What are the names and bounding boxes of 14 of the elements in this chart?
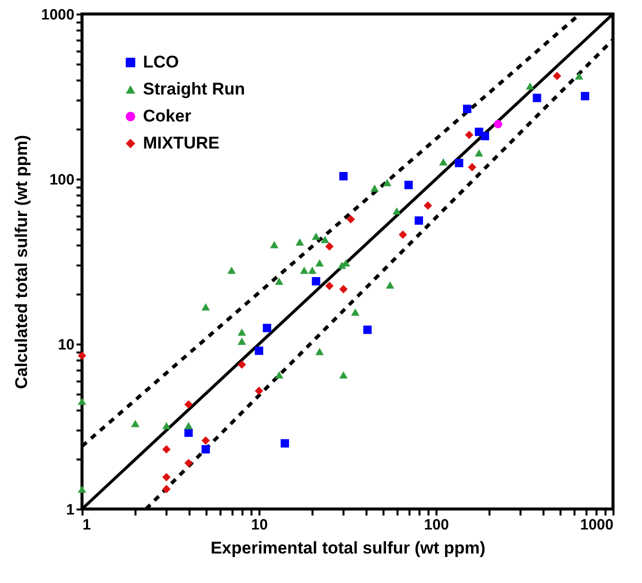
x-tick-label: 10 [251,516,268,534]
y-tick-label: 10 [58,336,74,354]
y-axis-title: Calculated total sulfur (wt ppm) [12,134,32,390]
legend-label: Coker [143,106,192,126]
x-tick-label: 1 [82,516,91,534]
y-tick-label: 1000 [41,6,74,24]
x-tick-label: 1000 [580,516,614,534]
legend-label: Straight Run [143,80,245,98]
legend-label: MIXTURE [143,134,220,152]
legend-label: LCO [143,52,179,72]
y-tick-label: 1 [66,502,74,518]
y-tick-label: 100 [49,172,74,188]
x-tick-label: 100 [424,516,450,534]
x-axis-title: Experimental total sulfur (wt ppm) [210,538,486,558]
